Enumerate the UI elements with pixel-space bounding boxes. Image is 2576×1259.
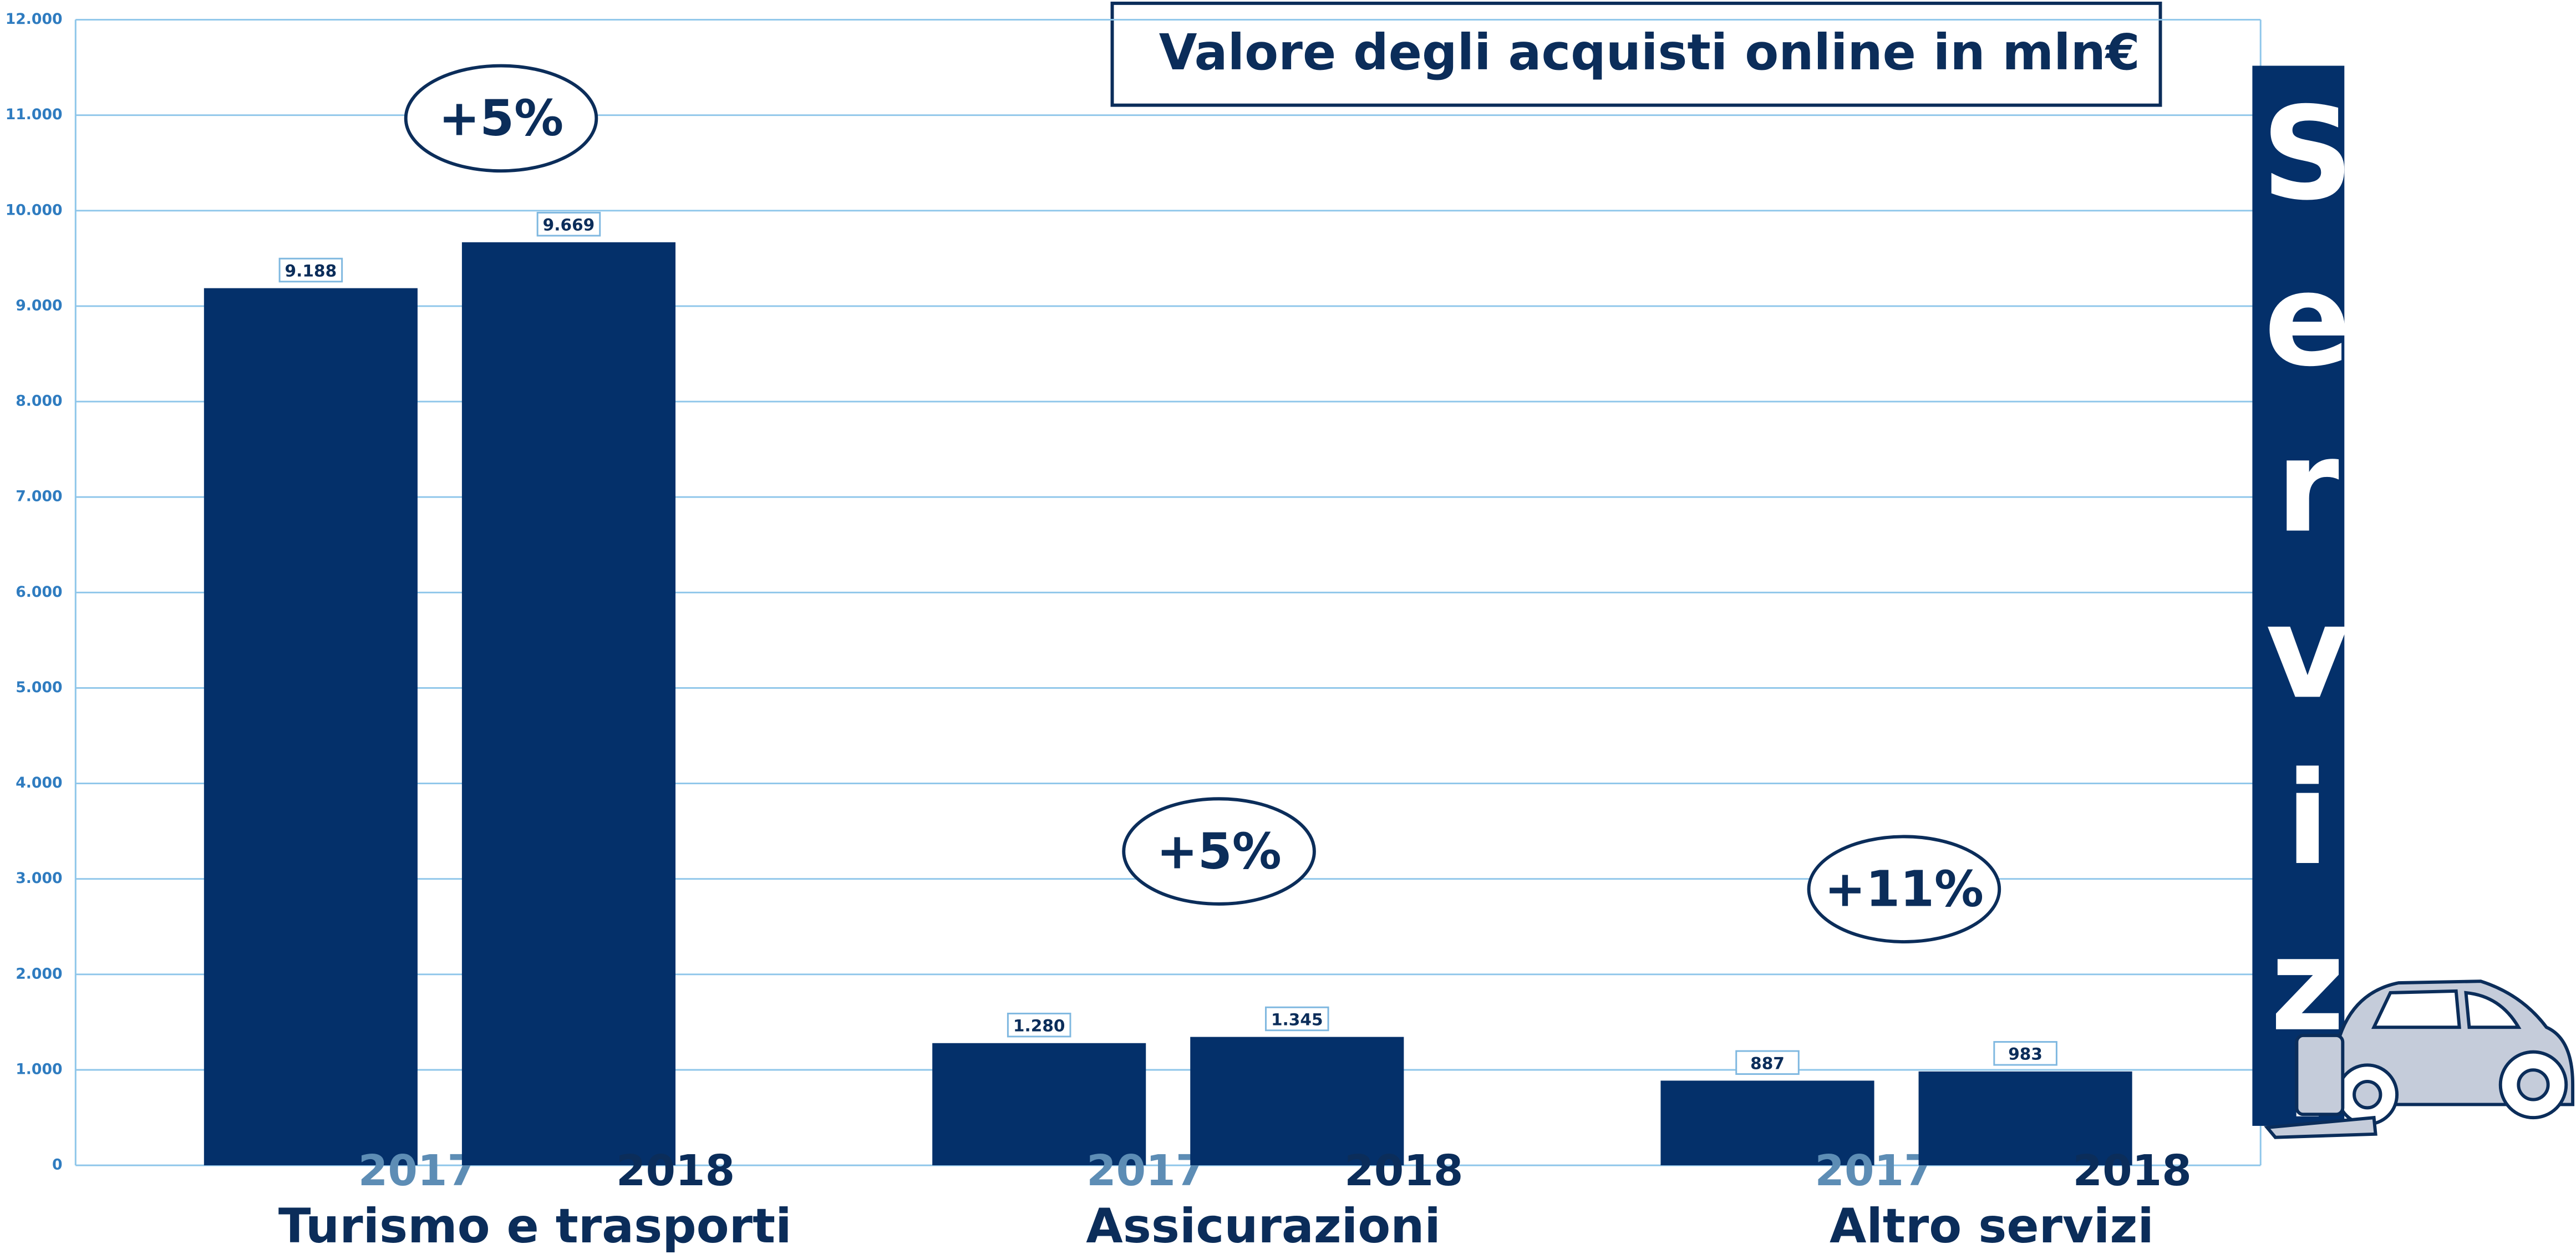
y-tick-label: 4.000 <box>16 774 62 791</box>
value-label: 1.280 <box>1013 1017 1065 1035</box>
y-tick-label: 3.000 <box>16 870 62 887</box>
bar <box>204 288 418 1166</box>
y-tick-label: 9.000 <box>16 297 62 314</box>
category-label: Altro servizi <box>1830 1199 2154 1254</box>
value-label: 1.345 <box>1271 1010 1323 1029</box>
y-tick-label: 6.000 <box>16 583 62 601</box>
value-label: 983 <box>2008 1045 2042 1064</box>
annotation: +5% <box>1156 822 1281 880</box>
legend-year: 2018 <box>616 1146 735 1196</box>
annotation: +5% <box>439 89 563 147</box>
y-tick-label: 1.000 <box>16 1060 62 1078</box>
legend-year: 2018 <box>2073 1146 2192 1196</box>
chart-title: Valore degli acquisti online in mln€ <box>1159 23 2140 81</box>
annotation: +11% <box>1825 860 1984 918</box>
y-tick-label: 0 <box>52 1156 63 1174</box>
value-label: 887 <box>1750 1054 1785 1073</box>
y-tick-label: 11.000 <box>6 106 63 123</box>
legend-year: 2018 <box>1344 1146 1463 1196</box>
chart: Valore degli acquisti online in mln€ 0 1.… <box>0 0 2576 1259</box>
value-label: 9.188 <box>285 261 337 280</box>
category-label: Turismo e trasporti <box>278 1199 792 1254</box>
y-tick-label: 5.000 <box>16 679 62 696</box>
y-tick-label: 2.000 <box>16 965 62 982</box>
y-tick-label: 10.000 <box>6 201 63 219</box>
bar <box>462 242 675 1165</box>
y-tick-label: 12.000 <box>6 11 63 28</box>
value-label: 9.669 <box>543 216 595 235</box>
category-label: Assicurazioni <box>1086 1199 1441 1254</box>
y-tick-label: 7.000 <box>16 488 62 505</box>
legend-year: 2017 <box>1086 1146 1205 1196</box>
y-tick-label: 8.000 <box>16 393 62 410</box>
legend-year: 2017 <box>358 1146 477 1196</box>
legend-year: 2017 <box>1815 1146 1933 1196</box>
